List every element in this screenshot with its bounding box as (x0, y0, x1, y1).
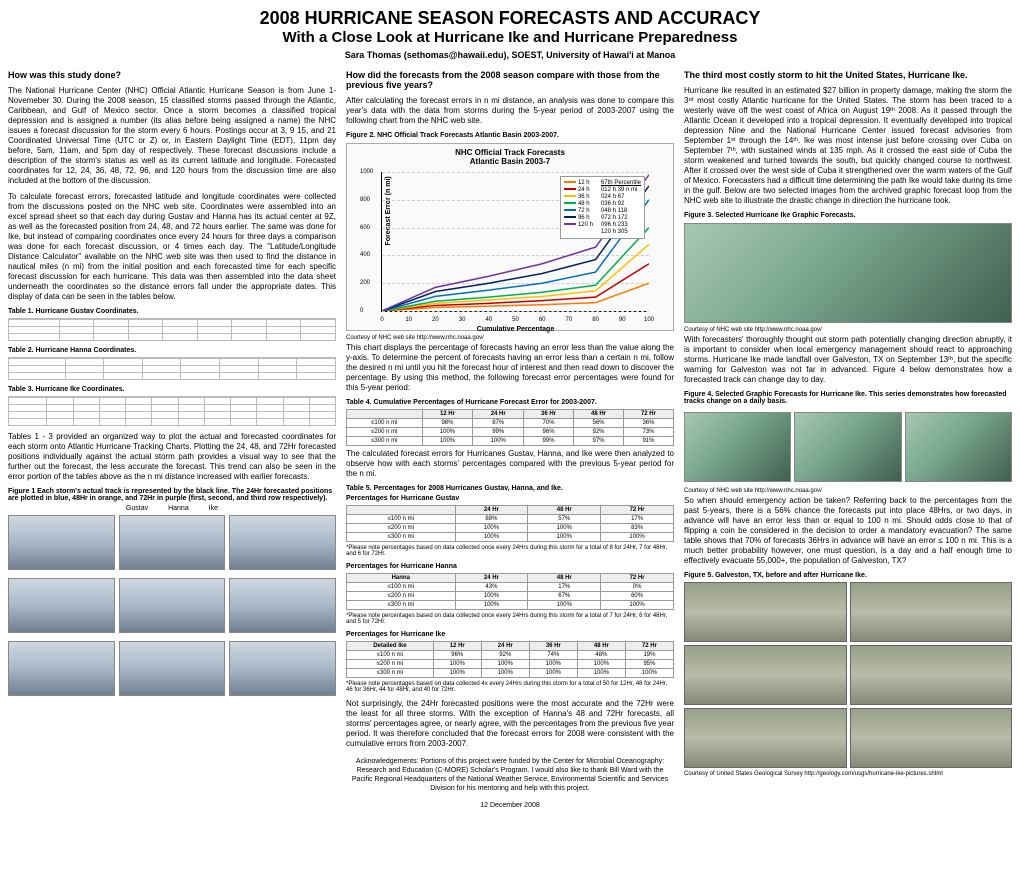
col2-para2: This chart displays the percentage of fo… (346, 343, 674, 393)
t5b-head: Percentages for Hurricane Hanna (346, 563, 674, 570)
track-maps-row1 (8, 515, 336, 570)
storm-label-hanna: Hanna (168, 505, 189, 512)
column-3: The third most costly storm to hit the U… (684, 70, 1012, 810)
table1-caption: Table 1. Hurricane Gustav Coordinates. (8, 308, 336, 315)
author-line: Sara Thomas (sethomas@hawaii.edu), SOEST… (8, 50, 1012, 60)
fig3-source: Courtesy of NHC web site http://www.nhc.… (684, 327, 1012, 333)
chart-xlabel: Cumulative Percentage (477, 326, 554, 333)
col3-para1: Hurricane Ike resulted in an estimated $… (684, 86, 1012, 206)
table1-gustav (8, 318, 336, 341)
track-maps-row3 (8, 641, 336, 696)
figure4-caption: Figure 4. Selected Graphic Forecasts for… (684, 391, 1012, 405)
figure3-caption: Figure 3. Selected Hurricane Ike Graphic… (684, 212, 1012, 219)
t5c-head: Percentages for Hurricane Ike (346, 631, 674, 638)
storm-label-ike: Ike (209, 505, 218, 512)
figure1-caption: Figure 1 Each storm's actual track is re… (8, 488, 336, 502)
chart-title2: Atlantic Basin 2003-7 (351, 157, 669, 166)
ike-daily-map-1 (684, 412, 791, 482)
table4-caption: Table 4. Cumulative Percentages of Hurri… (346, 399, 674, 406)
column-2: How did the forecasts from the 2008 seas… (346, 70, 674, 810)
fig4-source: Courtesy of NHC web site http://www.nhc.… (684, 488, 1012, 494)
col2-para4: Not surprisingly, the 24Hr forecasted po… (346, 699, 674, 749)
col2-heading: How did the forecasts from the 2008 seas… (346, 70, 674, 90)
col1-para2: To calculate forecast errors, forecasted… (8, 192, 336, 302)
table5-gustav: 24 Hr48 Hr72 Hr≤100 n mi88%57%17%≤200 n … (346, 505, 674, 542)
galveston-row2 (684, 645, 1012, 705)
ike-daily-map-3 (905, 412, 1012, 482)
column-1: How was this study done? The National Hu… (8, 70, 336, 810)
table5-ike: Detailed Ike12 Hr24 Hr36 Hr48 Hr72 Hr≤10… (346, 641, 674, 678)
col1-para3: Tables 1 - 3 provided an organized way t… (8, 432, 336, 482)
col2-para3: The calculated forecast errors for Hurri… (346, 449, 674, 479)
table5-hanna: Hanna24 Hr48 Hr72 Hr≤100 n mi43%17%0%≤20… (346, 573, 674, 610)
t5a-note: *Please note percentages based on data c… (346, 545, 674, 557)
t5a-head: Percentages for Hurricane Gustav (346, 495, 674, 502)
acknowledgements: Acknowledgements: Portions of this proje… (346, 757, 674, 793)
figure5-caption: Figure 5. Galveston, TX, before and afte… (684, 572, 1012, 579)
ike-forecast-map-a (684, 223, 1012, 323)
galveston-row1 (684, 582, 1012, 642)
galveston-row3 (684, 708, 1012, 768)
track-maps-row2 (8, 578, 336, 633)
chart-source: Courtesy of NHC web site http://www.nhc.… (346, 335, 674, 341)
chart-title1: NHC Official Track Forecasts (351, 148, 669, 157)
table2-hanna (8, 357, 336, 380)
ike-daily-map-2 (794, 412, 901, 482)
t5c-note: *Please note percentages based on data c… (346, 681, 674, 693)
t5b-note: *Please note percentages based on data c… (346, 613, 674, 625)
date-line: 12 December 2008 (346, 801, 674, 810)
table3-caption: Table 3. Hurricane Ike Coordinates. (8, 386, 336, 393)
main-title: 2008 HURRICANE SEASON FORECASTS AND ACCU… (8, 8, 1012, 29)
nhc-forecast-chart: NHC Official Track Forecasts Atlantic Ba… (346, 143, 674, 331)
table3-ike (8, 396, 336, 426)
subtitle: With a Close Look at Hurricane Ike and H… (8, 29, 1012, 46)
col1-para1: The National Hurricane Center (NHC) Offi… (8, 86, 336, 186)
col2-para1: After calculating the forecast errors in… (346, 96, 674, 126)
col3-para2: With forecasters' thoroughly thought out… (684, 335, 1012, 385)
table4: 12 Hr24 Hr36 Hr48 Hr72 Hr≤100 n mi98%87%… (346, 409, 674, 446)
table2-caption: Table 2. Hurricane Hanna Coordinates. (8, 347, 336, 354)
col3-para3: So when should emergency action be taken… (684, 496, 1012, 566)
storm-label-gustav: Gustav (126, 505, 148, 512)
fig5-source: Courtesy of United States Geological Sur… (684, 771, 1012, 777)
col3-heading: The third most costly storm to hit the U… (684, 70, 1012, 80)
col1-heading: How was this study done? (8, 70, 336, 80)
table5-caption: Table 5. Percentages for 2008 Hurricanes… (346, 485, 674, 492)
figure2-caption: Figure 2. NHC Official Track Forecasts A… (346, 132, 674, 139)
